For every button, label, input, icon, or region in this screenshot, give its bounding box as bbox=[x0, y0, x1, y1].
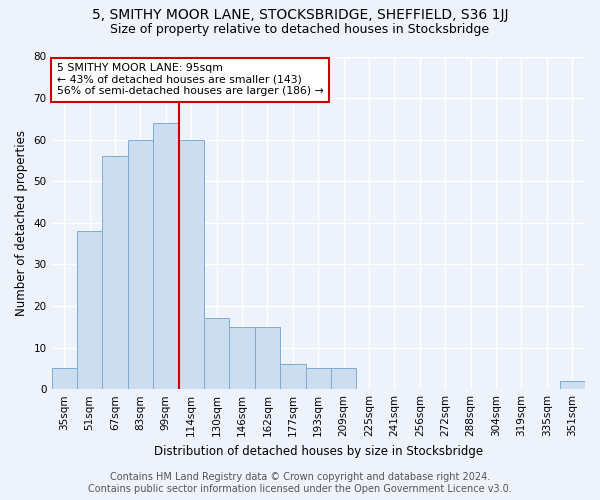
Bar bbox=[77, 231, 103, 389]
Bar bbox=[305, 368, 331, 389]
Bar bbox=[229, 327, 255, 389]
Bar bbox=[179, 140, 204, 389]
Bar bbox=[560, 381, 585, 389]
Text: 5, SMITHY MOOR LANE, STOCKSBRIDGE, SHEFFIELD, S36 1JJ: 5, SMITHY MOOR LANE, STOCKSBRIDGE, SHEFF… bbox=[92, 8, 508, 22]
Bar bbox=[255, 327, 280, 389]
Text: 5 SMITHY MOOR LANE: 95sqm
← 43% of detached houses are smaller (143)
56% of semi: 5 SMITHY MOOR LANE: 95sqm ← 43% of detac… bbox=[57, 63, 323, 96]
Y-axis label: Number of detached properties: Number of detached properties bbox=[15, 130, 28, 316]
Bar bbox=[52, 368, 77, 389]
Bar bbox=[331, 368, 356, 389]
Bar bbox=[280, 364, 305, 389]
Bar bbox=[204, 318, 229, 389]
Bar bbox=[103, 156, 128, 389]
Text: Size of property relative to detached houses in Stocksbridge: Size of property relative to detached ho… bbox=[110, 22, 490, 36]
Bar bbox=[128, 140, 153, 389]
Bar bbox=[153, 123, 179, 389]
Text: Contains HM Land Registry data © Crown copyright and database right 2024.
Contai: Contains HM Land Registry data © Crown c… bbox=[88, 472, 512, 494]
X-axis label: Distribution of detached houses by size in Stocksbridge: Distribution of detached houses by size … bbox=[154, 444, 483, 458]
